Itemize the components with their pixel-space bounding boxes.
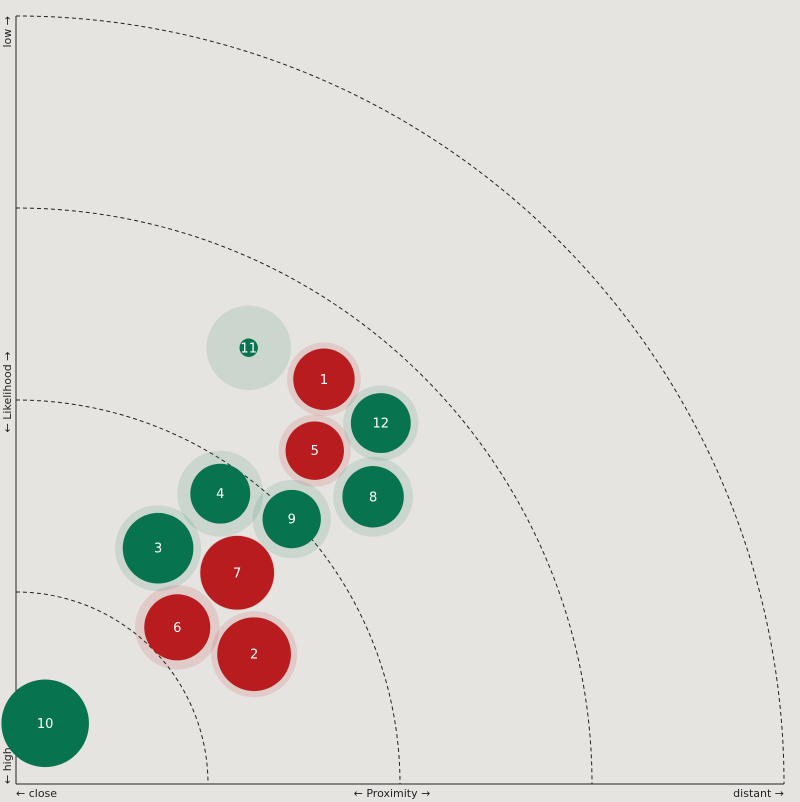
bubble-label: 2 bbox=[250, 648, 258, 663]
y-end-label: low → bbox=[1, 16, 14, 48]
bubble-label: 11 bbox=[240, 341, 257, 356]
ring bbox=[15, 15, 785, 785]
bubble bbox=[1, 679, 89, 768]
bubble-label: 6 bbox=[173, 621, 181, 636]
bubble-label: 12 bbox=[373, 417, 390, 432]
bubble-label: 4 bbox=[216, 487, 224, 502]
x-end-label: distant → bbox=[733, 787, 784, 800]
bubble bbox=[122, 512, 194, 584]
bubble bbox=[217, 617, 291, 692]
bubble-label: 9 bbox=[288, 513, 296, 528]
y-start-label: ← high bbox=[1, 747, 14, 784]
bubble-label: 7 bbox=[233, 566, 241, 581]
bubble-label: 10 bbox=[37, 717, 54, 732]
bubble bbox=[239, 338, 258, 357]
bubble bbox=[293, 348, 355, 410]
bubble-label: 8 bbox=[369, 490, 377, 505]
ring bbox=[15, 207, 593, 785]
bubble bbox=[350, 393, 411, 453]
bubble bbox=[200, 535, 275, 610]
bubble-label: 1 bbox=[320, 373, 328, 388]
x-start-label: ← close bbox=[16, 787, 57, 800]
bubble bbox=[285, 421, 344, 480]
ring bbox=[15, 591, 209, 785]
bubble bbox=[262, 489, 321, 549]
bubble bbox=[190, 463, 251, 524]
bubble bbox=[342, 466, 404, 528]
bubble-label: 3 bbox=[154, 542, 162, 557]
bubble-label: 5 bbox=[311, 444, 319, 459]
y-axis-label: ← Likelihood → bbox=[1, 352, 14, 433]
x-axis-label: ← Proximity → bbox=[354, 787, 431, 800]
bubble bbox=[144, 594, 211, 661]
